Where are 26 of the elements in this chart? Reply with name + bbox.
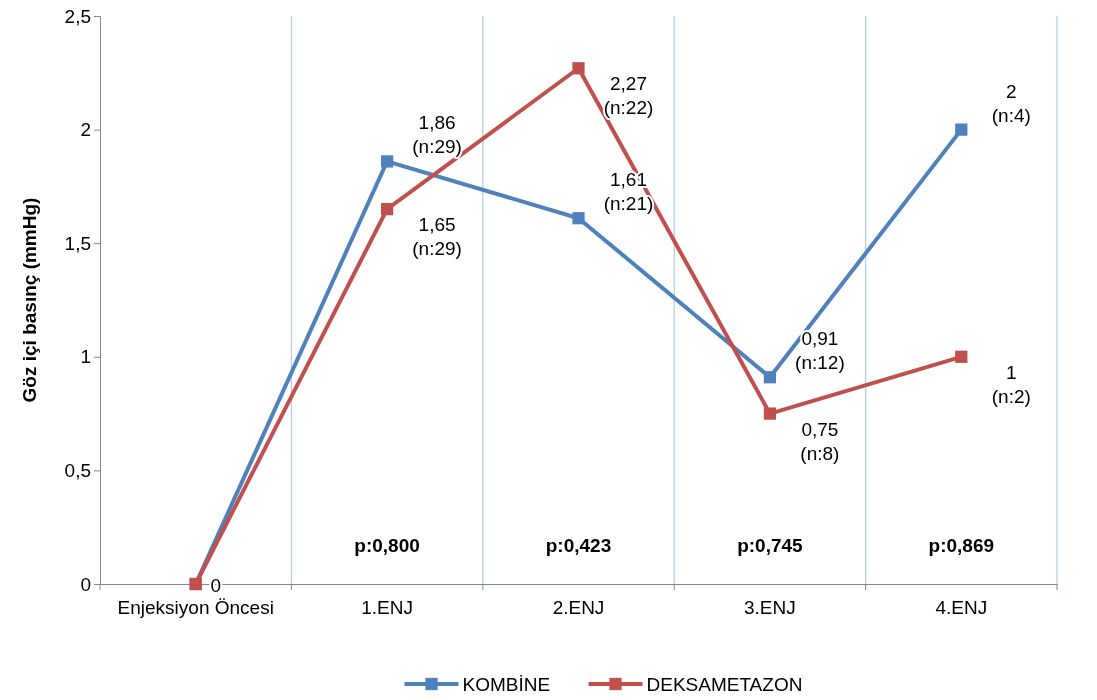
y-tick-label: 2,5	[64, 5, 91, 27]
y-tick-label: 0,5	[64, 459, 91, 481]
data-label: 1,65 (n:29)	[412, 214, 462, 260]
x-tick-label: 1.ENJ	[361, 596, 413, 618]
x-tick-label: 2.ENJ	[552, 596, 605, 618]
data-label: 0	[210, 575, 221, 596]
data-label: 2 (n:4)	[991, 80, 1031, 126]
y-axis-title: Göz içi basınç (mmHg)	[19, 197, 40, 403]
annotation: p:0,423	[545, 535, 612, 556]
data-label: 2,27 (n:22)	[603, 73, 654, 119]
annotation: p:0,800	[354, 535, 420, 556]
data-label: 0,75 (n:8)	[800, 418, 840, 464]
y-tick-label: 1	[80, 346, 91, 368]
y-tick-label: 2	[80, 119, 91, 141]
x-tick-label: 3.ENJ	[744, 596, 796, 618]
x-tick-label: Enjeksiyon Öncesi	[117, 596, 274, 618]
legend-label: DEKSAMETAZON	[646, 674, 803, 695]
data-label: 1,86 (n:29)	[412, 112, 462, 158]
annotation: p:0,745	[737, 535, 804, 556]
data-label: 1 (n:2)	[991, 361, 1031, 407]
legend-label: KOMBİNE	[462, 674, 551, 695]
x-tick-label: 4.ENJ	[935, 596, 988, 618]
y-tick-label: 1,5	[64, 232, 91, 254]
data-label: 0,91 (n:12)	[795, 328, 845, 374]
y-tick-label: 0	[80, 573, 91, 595]
annotation: p:0,869	[928, 535, 995, 556]
